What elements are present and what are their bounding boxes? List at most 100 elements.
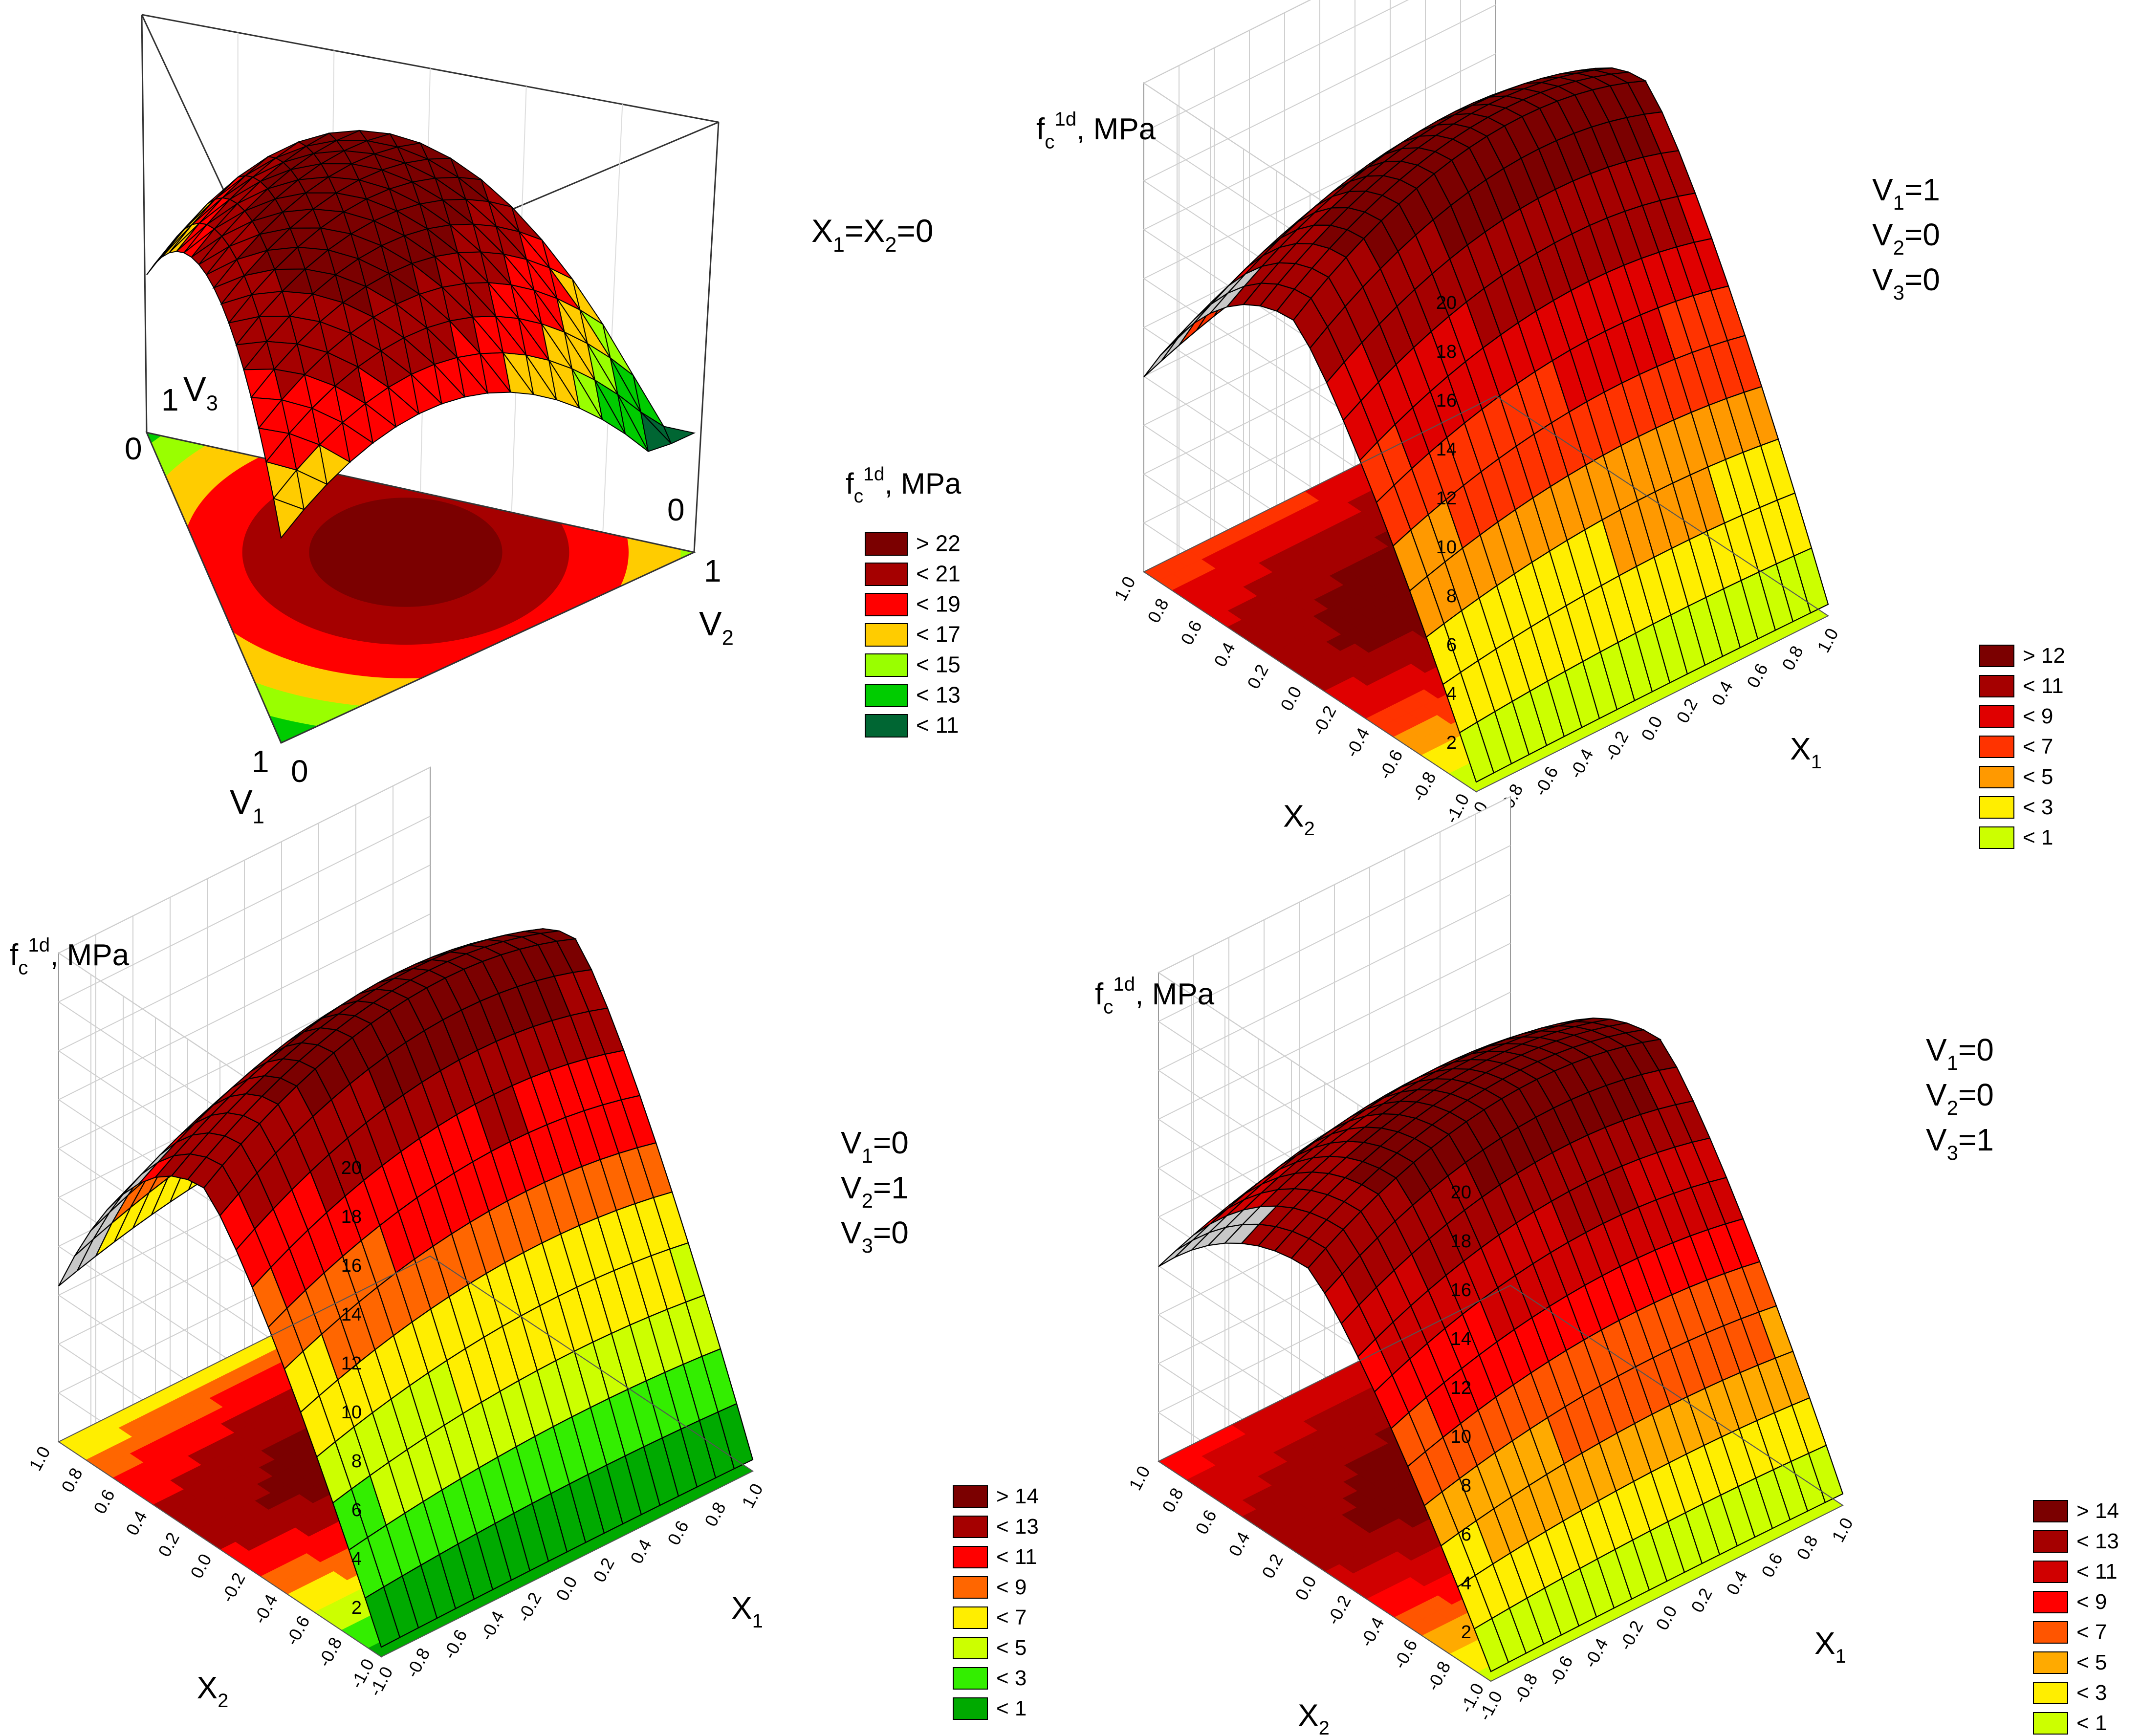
surface-cell: [602, 324, 634, 376]
surface-cell: [184, 199, 216, 230]
z-axis-title: fc1d, MPa: [10, 934, 130, 979]
x2-tick-label: 0.4: [1210, 639, 1239, 670]
surface-cell: [259, 169, 291, 190]
surface-cell: [365, 285, 397, 318]
surface-cell: [328, 176, 361, 194]
z-tick-label: 2: [1446, 733, 1457, 753]
surface-cell: [198, 198, 231, 225]
z-tick-label: 20: [1436, 293, 1457, 313]
surface-cell: [213, 210, 245, 237]
x1-tick-label: 0.2: [589, 1554, 618, 1585]
legend-swatch: [953, 1606, 988, 1629]
x1-axis-title: X1: [731, 1590, 763, 1632]
x1-tick-label: 1.0: [1813, 625, 1842, 655]
surface-cell: [319, 321, 351, 353]
legend-swatch: [953, 1485, 988, 1508]
surface-cell: [518, 318, 550, 361]
legend-swatch: [2033, 1530, 2068, 1553]
x1-tick-label: 0.0: [1637, 713, 1666, 743]
z-tick-label: 8: [1446, 586, 1457, 607]
x1-tick-label: -0.8: [1509, 1670, 1541, 1706]
surface-cell: [427, 158, 460, 179]
legend-label: < 1: [2023, 825, 2053, 849]
surface-cell: [633, 375, 664, 427]
legend-label: < 9: [2023, 704, 2053, 728]
surface-cell: [215, 175, 246, 200]
x2-tick-label: 0.0: [1291, 1572, 1320, 1603]
surface-cell: [327, 249, 360, 276]
x2-tick-label: -0.4: [249, 1591, 281, 1627]
x1-tick-label: 0.4: [626, 1536, 655, 1566]
simplex-edge: [145, 431, 697, 744]
surface-cell: [319, 444, 351, 485]
surface-cell: [587, 343, 618, 395]
surface-cell: [456, 355, 489, 398]
surface-cell: [450, 157, 483, 180]
surface-cell: [312, 150, 345, 165]
floor-frame: [58, 1255, 754, 1658]
x2-tick-label: -0.2: [1323, 1592, 1355, 1628]
x2-tick-label: 1.0: [25, 1443, 54, 1474]
surface-cell: [373, 219, 406, 247]
legend-label: < 1: [996, 1696, 1027, 1720]
surface-cell: [441, 198, 475, 226]
legend-swatch: [2033, 1500, 2068, 1522]
x1-tick-label: -0.4: [1580, 1635, 1612, 1671]
x1-tick-label: 0.2: [1687, 1584, 1716, 1615]
x2-tick-label: 0.2: [154, 1529, 183, 1560]
surface-cell: [410, 372, 443, 415]
surface-cell: [357, 366, 390, 405]
surface-cell: [472, 222, 505, 255]
legend-label: < 13: [916, 682, 961, 708]
surface-cell: [366, 140, 398, 154]
x2-tick-label: 1.0: [1110, 573, 1139, 604]
surface-cell: [296, 343, 328, 376]
surface-cell: [380, 244, 413, 274]
surface-cell: [388, 188, 421, 212]
surface-cell: [328, 130, 360, 141]
x1-tick-label: 0.0: [1652, 1602, 1681, 1633]
z-tick-label: 16: [1451, 1280, 1471, 1301]
surface-cell: [289, 163, 322, 181]
surface-cell: [502, 352, 535, 395]
x2-tick-label: 0.8: [1158, 1484, 1187, 1515]
surface-mesh: [146, 130, 696, 539]
surface-cell: [663, 425, 696, 445]
surface-cell: [289, 227, 322, 248]
legend-label: < 7: [2023, 735, 2053, 759]
surface-cell: [250, 397, 283, 430]
z-tick-label: 18: [341, 1207, 362, 1227]
surface-cell: [220, 293, 253, 324]
x1-tick-label: -0.6: [1545, 1652, 1576, 1689]
surface-cell: [449, 223, 482, 254]
surface-cell: [343, 150, 376, 165]
z-tick-label: 2: [1461, 1622, 1471, 1643]
x1-tick-label: -0.6: [1530, 763, 1562, 799]
x2-tick-label: -0.4: [1341, 724, 1373, 760]
x1-tick-label: 0.6: [1743, 660, 1772, 691]
surface-cell: [244, 157, 276, 178]
x2-tick-label: 0.2: [1258, 1550, 1287, 1581]
surface-cell: [274, 192, 306, 213]
surface-cell: [487, 282, 520, 319]
x2-tick-label: 0.8: [1143, 595, 1173, 626]
surface-cell: [358, 130, 391, 142]
z-tick-label: 10: [341, 1402, 362, 1423]
surface-cell: [434, 255, 466, 288]
legend-label: < 5: [2023, 765, 2053, 789]
z-tick-label: 16: [1436, 391, 1457, 411]
surface-cell: [457, 175, 490, 202]
condition-label: V1=1: [1872, 172, 1940, 214]
floor-frame: [1158, 1284, 1844, 1682]
surface-cell: [288, 433, 321, 471]
legend-swatch: [1979, 796, 2014, 819]
surface-cell: [213, 274, 246, 305]
legend-swatch: [1979, 705, 2014, 728]
condition-label: V2=1: [841, 1170, 909, 1212]
surface-cell: [243, 268, 276, 296]
legend-label: < 11: [916, 713, 959, 738]
surface-cell: [153, 228, 185, 265]
legend-swatch: [953, 1546, 988, 1568]
surface-cell: [342, 302, 374, 334]
surface-cell: [198, 246, 230, 276]
